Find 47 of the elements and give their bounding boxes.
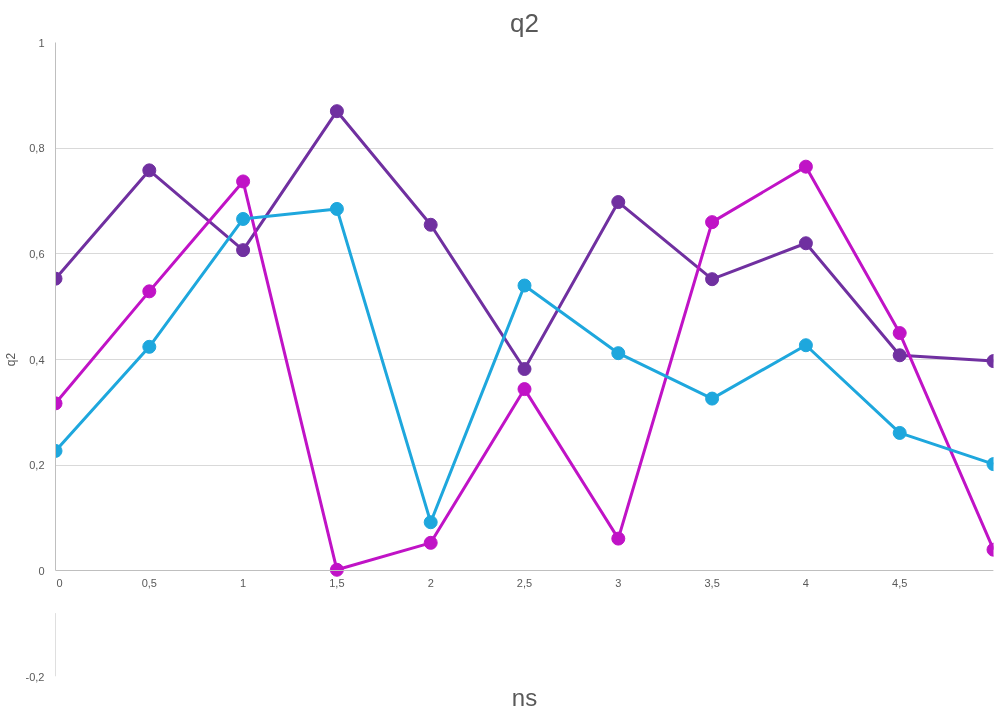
point bbox=[236, 174, 251, 189]
x-tick-label: 4 bbox=[802, 576, 809, 589]
y-tick-label: 0,8 bbox=[29, 142, 45, 155]
point bbox=[142, 163, 157, 178]
x-tick-label: 2,5 bbox=[516, 576, 533, 589]
point bbox=[423, 535, 438, 550]
y-axis-title: q2 bbox=[3, 352, 18, 367]
y-tick-label: 0,6 bbox=[29, 247, 45, 260]
x-tick-label: 0 bbox=[56, 576, 63, 589]
point bbox=[705, 272, 720, 287]
point bbox=[611, 346, 626, 361]
x-tick-label: 3 bbox=[615, 576, 622, 589]
x-tick-label: 1 bbox=[240, 576, 247, 589]
point bbox=[798, 236, 813, 251]
point bbox=[236, 211, 251, 226]
point bbox=[329, 201, 344, 216]
y-tick-label: -0,2 bbox=[25, 670, 45, 683]
x-tick-label: 1,5 bbox=[329, 576, 345, 589]
point bbox=[517, 278, 532, 293]
point bbox=[705, 215, 720, 230]
point bbox=[798, 159, 813, 174]
point bbox=[892, 425, 907, 440]
point bbox=[611, 531, 626, 546]
point bbox=[329, 104, 344, 119]
point bbox=[517, 362, 532, 376]
point bbox=[892, 348, 907, 363]
y-tick-label: 0,4 bbox=[29, 353, 45, 366]
y-tick-label: 1 bbox=[38, 36, 45, 49]
point bbox=[517, 382, 532, 397]
chart-title: q2 bbox=[510, 7, 539, 38]
x-tick-label: 0,5 bbox=[141, 576, 157, 589]
y-tick-label: 0,2 bbox=[29, 459, 45, 472]
point bbox=[329, 562, 344, 577]
point bbox=[798, 338, 813, 353]
point bbox=[705, 391, 720, 406]
point bbox=[423, 515, 438, 530]
point bbox=[142, 339, 157, 354]
point bbox=[611, 195, 626, 210]
point bbox=[236, 243, 251, 258]
point bbox=[892, 326, 907, 341]
point bbox=[423, 217, 438, 232]
x-tick-label: 3,5 bbox=[704, 576, 720, 589]
x-tick-label: 2 bbox=[427, 576, 434, 589]
x-tick-label: 4,5 bbox=[892, 576, 908, 589]
point bbox=[142, 284, 157, 299]
y-tick-label: 0 bbox=[38, 564, 45, 577]
x-axis-title: ns bbox=[511, 683, 538, 711]
